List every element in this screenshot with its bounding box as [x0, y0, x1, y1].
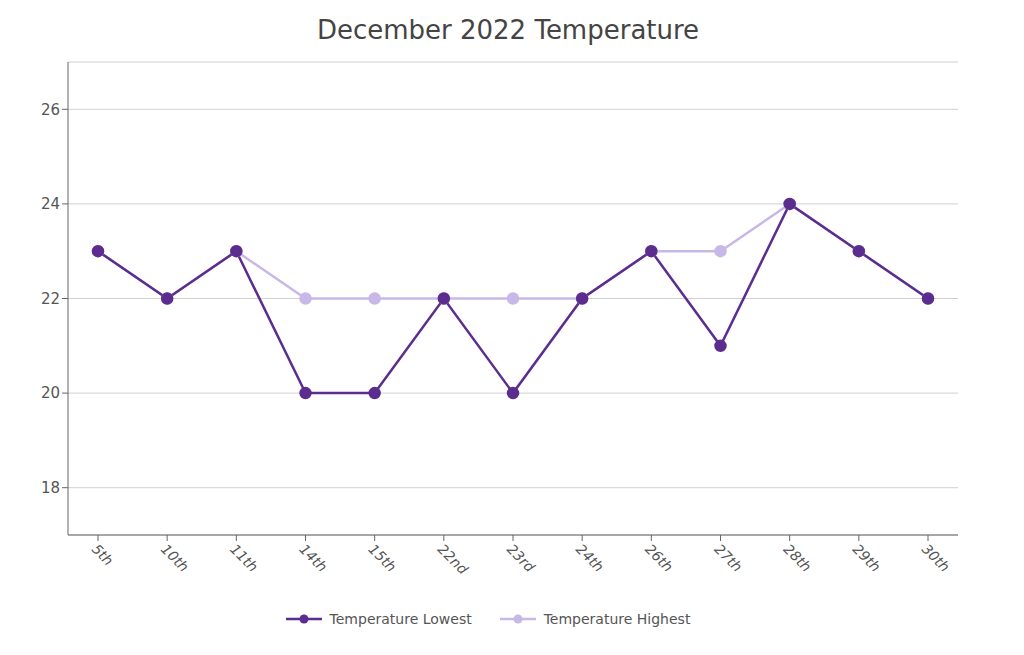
svg-text:23rd: 23rd: [504, 541, 538, 575]
html-text:Temperature Highest: Temperature Highest: [543, 611, 691, 627]
svg-text:10th: 10th: [158, 541, 192, 575]
svg-text:18: 18: [41, 479, 60, 497]
svg-text:24: 24: [41, 195, 60, 213]
svg-text:28th: 28th: [780, 541, 814, 575]
svg-text:27th: 27th: [711, 541, 745, 575]
svg-text:14th: 14th: [296, 541, 330, 575]
svg-text:24th: 24th: [573, 541, 607, 575]
svg-text:26: 26: [41, 101, 60, 119]
svg-text:26th: 26th: [642, 541, 676, 575]
html-text:December 2022 Temperature: December 2022 Temperature: [316, 15, 700, 45]
svg-text:11th: 11th: [227, 541, 261, 575]
html-text:Temperature Lowest: Temperature Lowest: [329, 611, 472, 627]
svg-text:15th: 15th: [365, 541, 399, 575]
svg-text:22nd: 22nd: [435, 541, 472, 578]
svg-text:29th: 29th: [850, 541, 884, 575]
svg-text:20: 20: [41, 384, 60, 402]
svg-text:5th: 5th: [89, 541, 117, 569]
svg-text:30th: 30th: [919, 541, 953, 575]
svg-text:22: 22: [41, 290, 60, 308]
